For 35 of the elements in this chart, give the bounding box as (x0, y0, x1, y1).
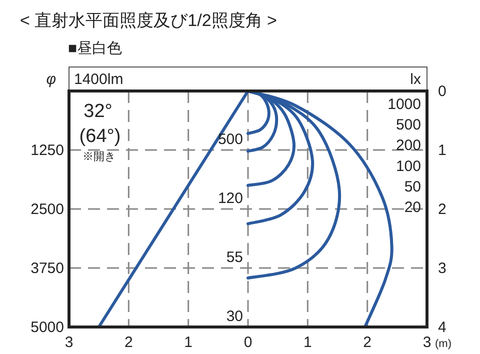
annotation: ※開き (82, 151, 116, 163)
series-label: 500 (218, 131, 243, 148)
y2-tick-label: 3 (438, 260, 446, 277)
text: 100 (396, 158, 421, 175)
y-axis-title: φ (46, 71, 56, 88)
annotation: 55 (226, 249, 243, 266)
x-tick-label: 0 (244, 334, 252, 351)
annotation: 32° (84, 101, 112, 122)
y-tick-label: 5000 (30, 319, 64, 336)
x-tick-label: 1 (184, 334, 193, 351)
x-tick-label: 3 (64, 334, 74, 351)
x-tick-label: 3 (422, 334, 432, 351)
y-tick-label: 3750 (30, 260, 64, 277)
series-label: 20 (404, 199, 421, 216)
annotation: 30 (226, 308, 243, 325)
text: 1400lm (74, 71, 124, 88)
text: 200 (396, 137, 421, 154)
chart-subtitle: ■昼白色 (68, 40, 122, 57)
annotation: 500 (396, 116, 421, 134)
y2-tick-label: 1 (438, 142, 446, 159)
y-tick-label: 2500 (30, 201, 64, 218)
y2-tick-label: 4 (438, 319, 446, 336)
y2-tick-label: 0 (438, 83, 446, 100)
text: 50 (404, 178, 421, 196)
chart-title: < 直射水平面照度及び1/2照度角 > (20, 11, 278, 30)
text: 1000 (388, 96, 421, 113)
x-tick-label: 1 (303, 334, 312, 351)
y2-tick-label: 2 (438, 201, 446, 218)
x-tick-label: 2 (124, 334, 133, 351)
y-tick-label: 1250 (30, 142, 64, 159)
annotation: 120 (218, 190, 243, 207)
x-axis-title: (m) (435, 338, 452, 350)
text: lx (410, 71, 422, 88)
x-tick-label: 2 (363, 334, 372, 351)
annotation: (64°) (79, 126, 121, 147)
